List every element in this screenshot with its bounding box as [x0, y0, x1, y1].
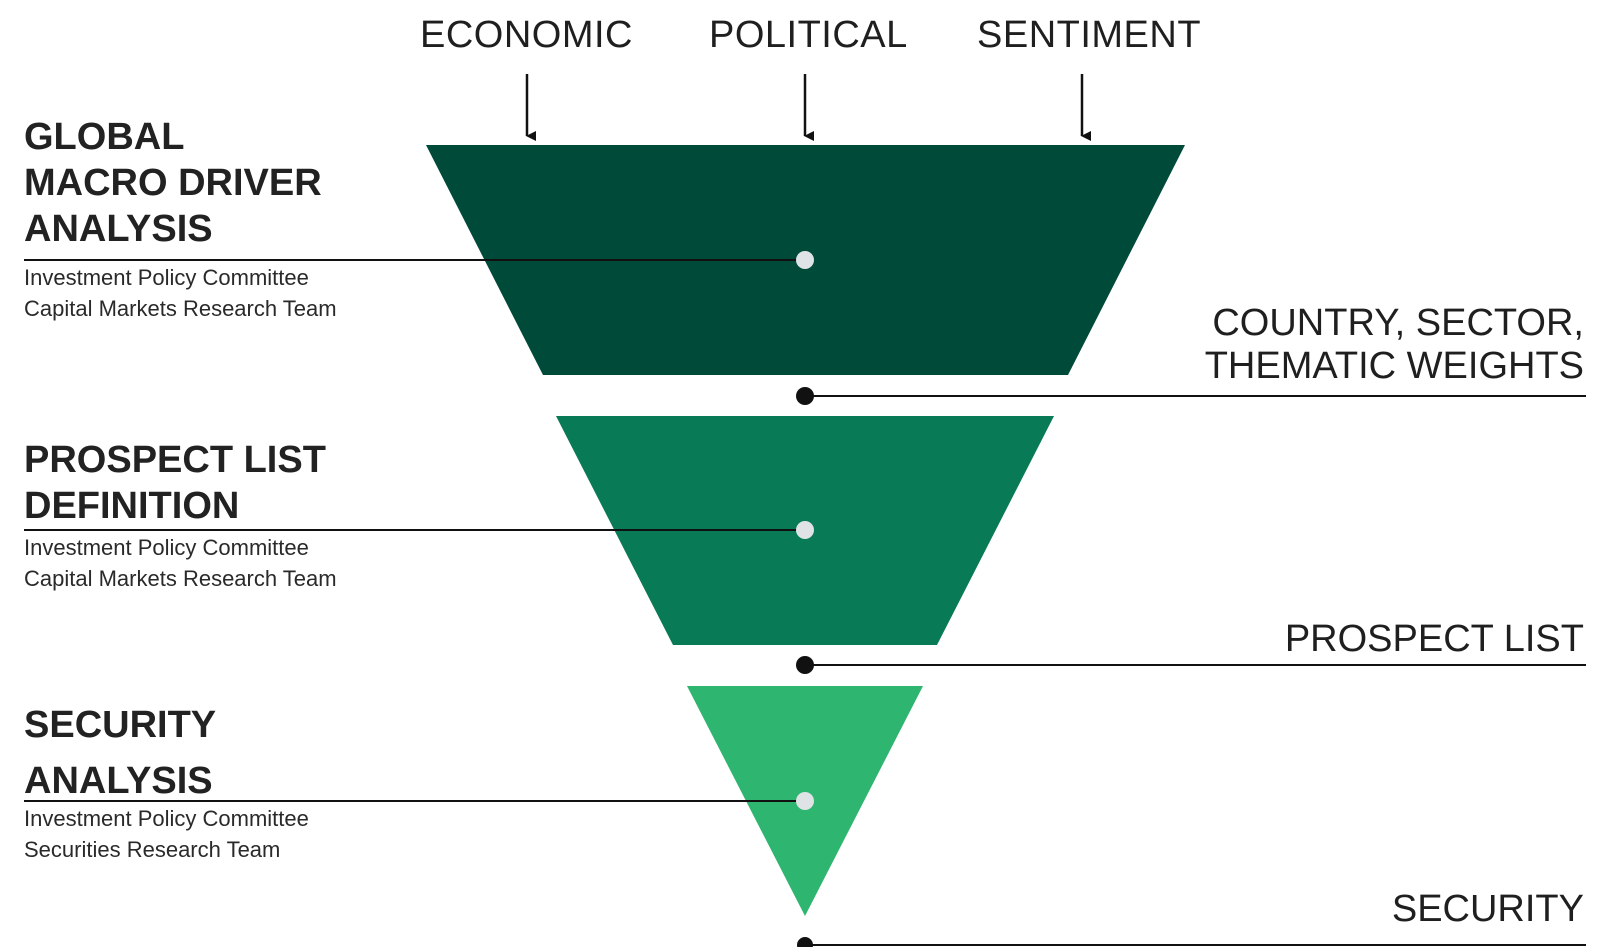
- stage-security-teams: Investment Policy Committee Securities R…: [24, 803, 309, 865]
- stage-macro-title: GLOBAL MACRO DRIVER ANALYSIS: [24, 114, 322, 252]
- stage-security-title-line: ANALYSIS: [24, 760, 213, 802]
- output-security-dot: [797, 937, 813, 947]
- output-prospect-line-text: PROSPECT LIST: [1284, 618, 1584, 660]
- team-label: Investment Policy Committee: [24, 806, 309, 831]
- stage-security-marker: [796, 792, 814, 810]
- driver-political-label: POLITICAL: [709, 14, 908, 56]
- stage-macro-marker: [796, 251, 814, 269]
- output-prospect-dot: [796, 656, 814, 674]
- stage-prospect-teams: Investment Policy Committee Capital Mark…: [24, 532, 337, 594]
- output-weights-dot: [796, 387, 814, 405]
- stage-macro-title-line: MACRO DRIVER: [24, 162, 322, 204]
- stage-prospect-title: PROSPECT LIST DEFINITION: [24, 437, 326, 529]
- stage-prospect-title-line: PROSPECT LIST: [24, 439, 326, 481]
- stage-security-title: SECURITY ANALYSIS: [24, 697, 216, 809]
- output-weights-line-text: THEMATIC WEIGHTS: [1204, 345, 1584, 387]
- stage-macro-title-line: ANALYSIS: [24, 208, 213, 250]
- stage-prospect-title-line: DEFINITION: [24, 485, 240, 527]
- team-label: Investment Policy Committee: [24, 535, 309, 560]
- output-security-label: SECURITY: [1392, 888, 1584, 931]
- output-security-line-text: SECURITY: [1391, 888, 1584, 930]
- stage-security-title-line: SECURITY: [24, 704, 217, 746]
- stage-macro-teams: Investment Policy Committee Capital Mark…: [24, 262, 337, 324]
- team-label: Investment Policy Committee: [24, 265, 309, 290]
- output-weights-label: COUNTRY, SECTOR, THEMATIC WEIGHTS: [1205, 302, 1584, 388]
- driver-economic-label: ECONOMIC: [420, 14, 633, 56]
- team-label: Securities Research Team: [24, 837, 281, 862]
- stage-macro-title-line: GLOBAL: [24, 116, 185, 158]
- output-weights-line-text: COUNTRY, SECTOR,: [1212, 302, 1584, 344]
- output-prospect-label: PROSPECT LIST: [1285, 618, 1584, 661]
- driver-sentiment-label: SENTIMENT: [977, 14, 1202, 56]
- stage-prospect-marker: [796, 521, 814, 539]
- team-label: Capital Markets Research Team: [24, 566, 337, 591]
- team-label: Capital Markets Research Team: [24, 296, 337, 321]
